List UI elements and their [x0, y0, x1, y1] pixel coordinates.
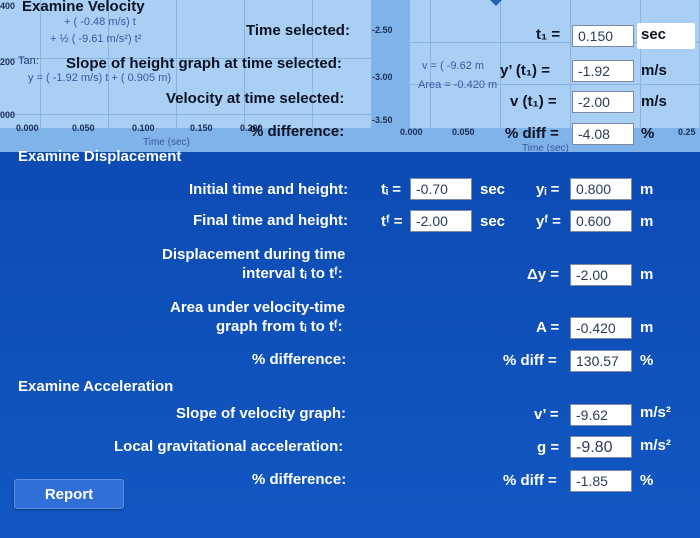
acceleration-pdiff-label: % difference: — [252, 471, 347, 488]
ti-unit: sec — [480, 181, 506, 198]
pdiff-symbol: % diff = — [503, 352, 557, 369]
slope-label: Slope of height graph at time selected: — [66, 55, 342, 72]
x-tick-label: 0.100 — [132, 123, 155, 133]
velocity-value: -2.00 — [572, 91, 634, 113]
initial-time-height-label: Initial time and height: — [189, 181, 349, 198]
vprime-unit: m/s² — [640, 404, 671, 421]
report-button[interactable]: Report — [14, 479, 124, 509]
pdiff-unit: % — [640, 352, 654, 369]
g-symbol: g = — [537, 439, 560, 456]
y-tick-label: 000 — [0, 110, 16, 120]
x-tick-label: 0.050 — [452, 127, 475, 137]
x-tick-label: 0.050 — [72, 123, 95, 133]
x-axis-label: Time (sec) — [522, 143, 569, 154]
velocity-section-title: Examine Velocity — [22, 0, 145, 15]
displacement-label-line2: interval tᵢ to tᶠ: — [242, 265, 343, 282]
yf-unit: m — [640, 213, 654, 230]
area-unit: m — [640, 319, 654, 336]
pdiff-unit: % — [641, 125, 655, 142]
time-selected-label: Time selected: — [246, 22, 350, 39]
area-label-line1: Area under velocity-time — [170, 299, 346, 316]
velocity-equation: v = ( -9.62 m — [422, 60, 485, 72]
x-axis-label: Time (sec) — [143, 137, 190, 148]
x-tick-label: 0.150 — [190, 123, 213, 133]
t1-symbol: t₁ = — [536, 26, 561, 43]
slope-symbol: y’ (t₁) = — [500, 62, 550, 79]
vprime-value: -9.62 — [570, 404, 632, 426]
tf-symbol: tᶠ = — [381, 213, 403, 230]
velocity-panel: 400 200 000 0.000 0.050 0.100 0.150 0.20… — [0, 0, 700, 165]
displacement-pdiff-value: 130.57 — [570, 350, 632, 372]
ti-symbol: tᵢ = — [381, 181, 402, 198]
yf-value: 0.600 — [570, 210, 632, 232]
dy-value: -2.00 — [570, 264, 632, 286]
graph-marker-icon — [490, 0, 502, 6]
velocity-pdiff-value: -4.08 — [572, 123, 634, 145]
displacement-section-title: Examine Displacement — [18, 148, 182, 165]
x-tick-label: 0.200 — [240, 123, 263, 133]
dy-symbol: Δy = — [527, 266, 560, 283]
yi-value: 0.800 — [570, 178, 632, 200]
height-equation-line2: + ½ ( -9.61 m/s²) t² — [50, 33, 142, 45]
acceleration-pdiff-value: -1.85 — [570, 470, 632, 492]
local-g-label: Local gravitational acceleration: — [114, 438, 344, 455]
y-tick-label: 400 — [0, 1, 16, 11]
local-g-input[interactable]: -9.80 — [570, 436, 632, 458]
height-time-graph[interactable] — [0, 0, 372, 128]
height-equation-line1: + ( -0.48 m/s) t — [64, 16, 136, 28]
tf-unit: sec — [480, 213, 506, 230]
area-readout: Area = -0.420 m — [418, 79, 498, 91]
tangent-equation: y = ( -1.92 m/s) t + ( 0.905 m) — [28, 72, 172, 84]
pdiff-symbol: % diff = — [505, 125, 559, 142]
yi-unit: m — [640, 181, 654, 198]
y-tick-label: -3.50 — [372, 115, 393, 125]
ti-input[interactable]: -0.70 — [410, 178, 472, 200]
tangent-prefix: Tan: — [18, 55, 39, 67]
x-tick-label: 0.000 — [16, 123, 39, 133]
velocity-label: Velocity at time selected: — [166, 90, 345, 107]
displacement-pdiff-label: % difference: — [252, 351, 347, 368]
a-symbol: A = — [536, 319, 560, 336]
t1-input[interactable]: 0.150 — [572, 25, 634, 47]
velocity-time-graph[interactable] — [410, 0, 700, 128]
slope-unit: m/s — [641, 62, 667, 79]
velocity-unit: m/s — [641, 93, 667, 110]
final-time-height-label: Final time and height: — [193, 212, 349, 229]
pdiff-symbol: % diff = — [503, 472, 557, 489]
y-tick-label: -3.00 — [372, 72, 393, 82]
percent-diff-label: % difference: — [250, 123, 345, 140]
y-tick-label: -2.50 — [372, 25, 393, 35]
dy-unit: m — [640, 266, 654, 283]
area-label-line2: graph from tᵢ to tᶠ: — [216, 318, 343, 335]
x-tick-label: 0.25 — [678, 127, 696, 137]
t1-unit: sec — [641, 26, 667, 43]
area-value: -0.420 — [570, 317, 632, 339]
yf-symbol: yᶠ = — [536, 213, 561, 230]
acceleration-section-title: Examine Acceleration — [18, 378, 174, 395]
slope-value: -1.92 — [572, 60, 634, 82]
vprime-symbol: v’ = — [534, 406, 559, 423]
velocity-symbol: v (t₁) = — [510, 93, 557, 110]
y-tick-label: 200 — [0, 57, 16, 67]
yi-symbol: yᵢ = — [536, 181, 560, 198]
pdiff-unit: % — [640, 472, 654, 489]
x-tick-label: 0.000 — [400, 127, 423, 137]
slope-velocity-label: Slope of velocity graph: — [176, 405, 347, 422]
g-unit: m/s² — [640, 437, 671, 454]
displacement-label-line1: Displacement during time — [162, 246, 346, 263]
tf-input[interactable]: -2.00 — [410, 210, 472, 232]
